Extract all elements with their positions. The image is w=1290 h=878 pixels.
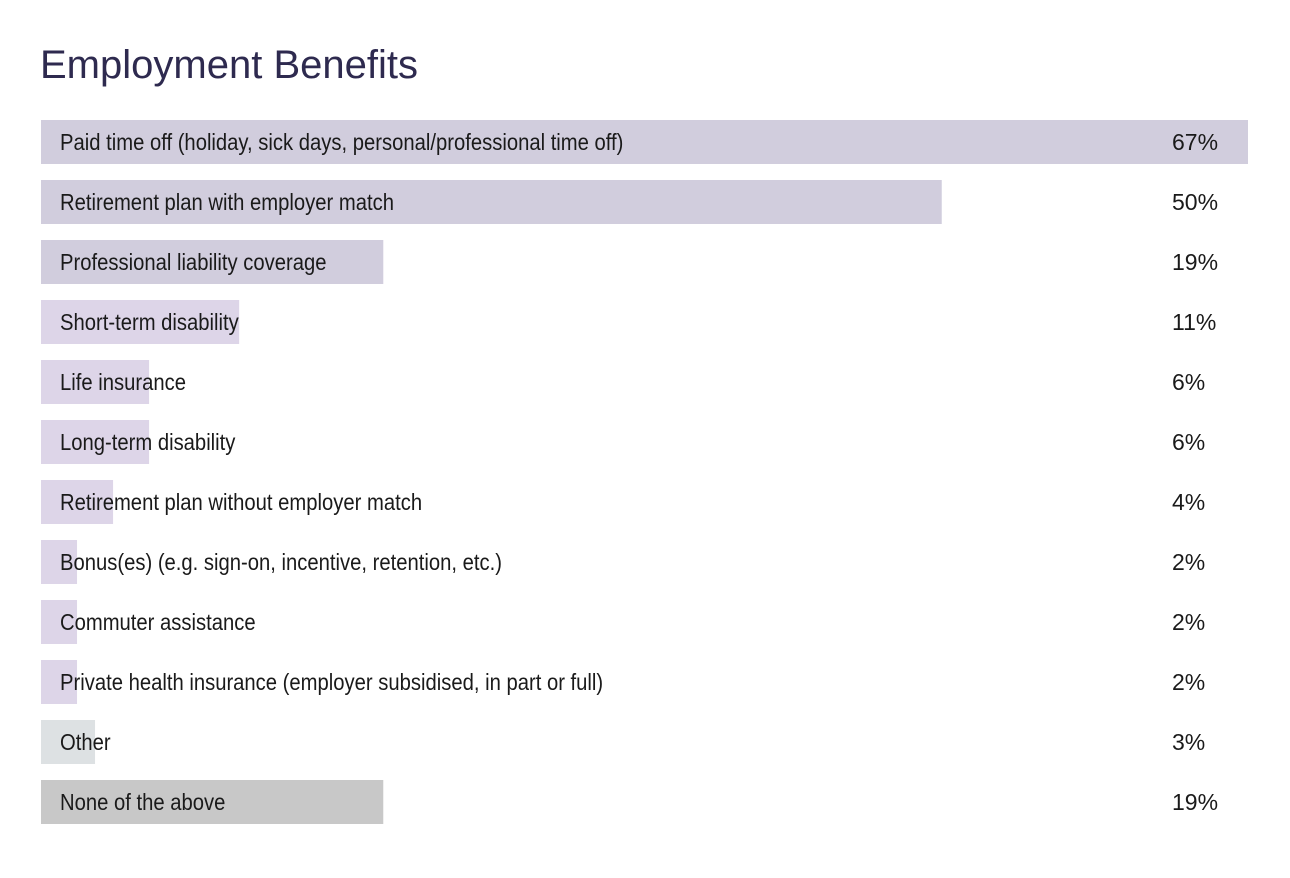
value-label: 6% <box>1172 369 1205 395</box>
value-label: 3% <box>1172 729 1205 755</box>
bar <box>41 540 78 584</box>
bar <box>41 240 384 284</box>
value-label: 19% <box>1172 249 1218 275</box>
bar <box>41 600 78 644</box>
category-label: Bonus(es) (e.g. sign-on, incentive, rete… <box>60 549 502 576</box>
bar <box>41 660 78 704</box>
bar <box>41 180 942 224</box>
bar <box>41 780 384 824</box>
category-label: Life insurance <box>60 369 186 396</box>
value-label: 67% <box>1172 129 1218 155</box>
bar <box>41 360 150 404</box>
category-label: None of the above <box>60 789 225 816</box>
category-label: Short-term disability <box>60 309 239 336</box>
bar <box>41 720 96 764</box>
value-label: 2% <box>1172 669 1205 695</box>
category-label: Paid time off (holiday, sick days, perso… <box>60 129 623 156</box>
value-label: 19% <box>1172 789 1218 815</box>
value-label: 4% <box>1172 489 1205 515</box>
chart-title: Employment Benefits <box>40 43 418 87</box>
category-label: Professional liability coverage <box>60 249 327 276</box>
category-label: Commuter assistance <box>60 609 256 636</box>
value-label: 11% <box>1172 309 1216 335</box>
bar <box>41 300 240 344</box>
value-label: 2% <box>1172 609 1205 635</box>
category-label: Retirement plan without employer match <box>60 489 422 516</box>
category-label: Private health insurance (employer subsi… <box>60 669 603 696</box>
category-label: Retirement plan with employer match <box>60 189 394 216</box>
category-label: Long-term disability <box>60 429 236 456</box>
value-label: 6% <box>1172 429 1205 455</box>
value-label: 2% <box>1172 549 1205 575</box>
bar <box>41 420 150 464</box>
bar <box>41 480 114 524</box>
bar <box>41 120 1248 164</box>
value-label: 50% <box>1172 189 1218 215</box>
category-label: Other <box>60 729 111 756</box>
